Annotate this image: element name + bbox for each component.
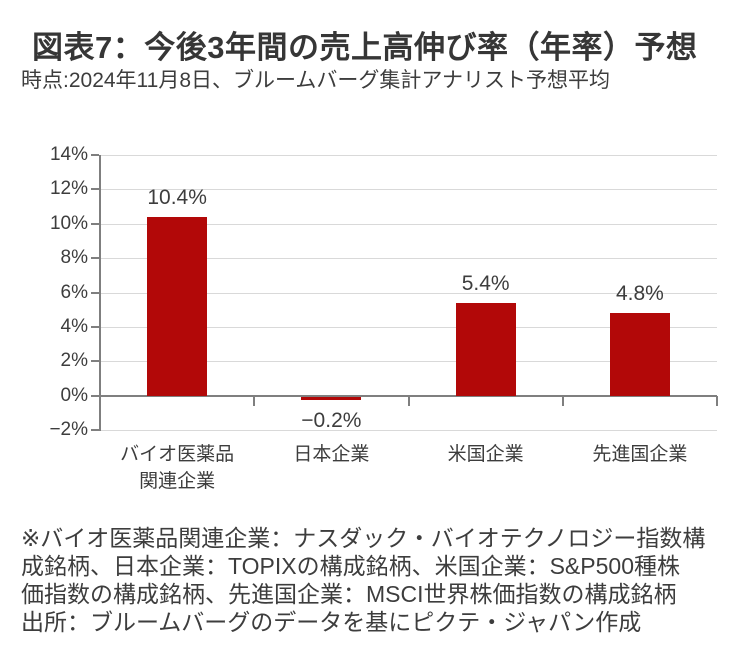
- bar-1: [147, 216, 208, 396]
- y-axis-tick: [91, 188, 99, 191]
- bar-2: [301, 396, 362, 401]
- source-line: 出所：ブルームバーグのデータを基にピクテ・ジャパン作成: [21, 609, 642, 635]
- y-axis-tick: [91, 360, 99, 363]
- y-tick-label: 8%: [60, 247, 88, 269]
- gridline-14: [100, 155, 717, 156]
- category-label: バイオ医薬品: [120, 444, 235, 465]
- y-axis-tick: [91, 154, 99, 156]
- category-label: 米国企業: [447, 444, 524, 465]
- footnote-line-2: 成銘柄、日本企業：TOPIXの構成銘柄、米国企業：S&P500種株: [21, 553, 680, 579]
- category-label: 関連企業: [139, 471, 216, 492]
- y-axis-tick: [91, 291, 99, 294]
- bar-value-label: 5.4%: [461, 271, 510, 295]
- footnote: ※バイオ医薬品関連企業：ナスダック・バイオテクノロジー指数構 成銘柄、日本企業：…: [21, 524, 737, 636]
- y-axis-tick: [91, 325, 99, 328]
- gridline-6: [100, 292, 717, 294]
- y-axis-tick: [91, 257, 99, 260]
- y-axis-tick: [91, 222, 99, 225]
- y-tick-label: 10%: [49, 212, 88, 234]
- bar-3: [455, 302, 516, 396]
- x-axis-tick: [407, 395, 410, 406]
- bar-value-label: 4.8%: [615, 282, 664, 306]
- bar-4: [609, 313, 670, 396]
- y-axis-tick: [91, 394, 99, 397]
- y-axis-line: [99, 155, 101, 431]
- bar-value-label: 10.4%: [147, 185, 207, 209]
- y-tick-label: 12%: [49, 178, 88, 200]
- gridline-10: [100, 223, 717, 225]
- x-axis-tick: [253, 395, 256, 406]
- page-title: 図表7：今後3年間の売上高伸び率（年率）予想: [32, 30, 698, 65]
- gridline-4: [100, 326, 717, 328]
- gridline-2: [100, 361, 717, 363]
- y-tick-label: 14%: [49, 144, 88, 165]
- gridline-8: [100, 258, 717, 260]
- y-tick-label: 6%: [60, 281, 88, 303]
- gridline-12: [100, 189, 717, 191]
- y-axis-tick: [91, 429, 99, 431]
- page-subtitle: 時点:2024年11月8日、ブルームバーグ集計アナリスト予想平均: [21, 69, 610, 92]
- footnote-line-3: 価指数の構成銘柄、先進国企業：MSCI世界株価指数の構成銘柄: [21, 581, 677, 607]
- y-tick-label: 0%: [60, 384, 88, 406]
- category-label: 先進国企業: [592, 444, 688, 465]
- bar-value-label: −0.2%: [301, 409, 362, 433]
- x-axis-tick: [716, 395, 718, 406]
- category-label: 日本企業: [293, 444, 370, 465]
- gridline--2: [100, 430, 717, 431]
- y-tick-label: 2%: [60, 350, 88, 372]
- y-tick-label: 4%: [60, 315, 88, 337]
- y-tick-label: −2%: [49, 419, 88, 440]
- x-axis-tick: [561, 395, 564, 406]
- footnote-line-1: ※バイオ医薬品関連企業：ナスダック・バイオテクノロジー指数構: [21, 525, 706, 551]
